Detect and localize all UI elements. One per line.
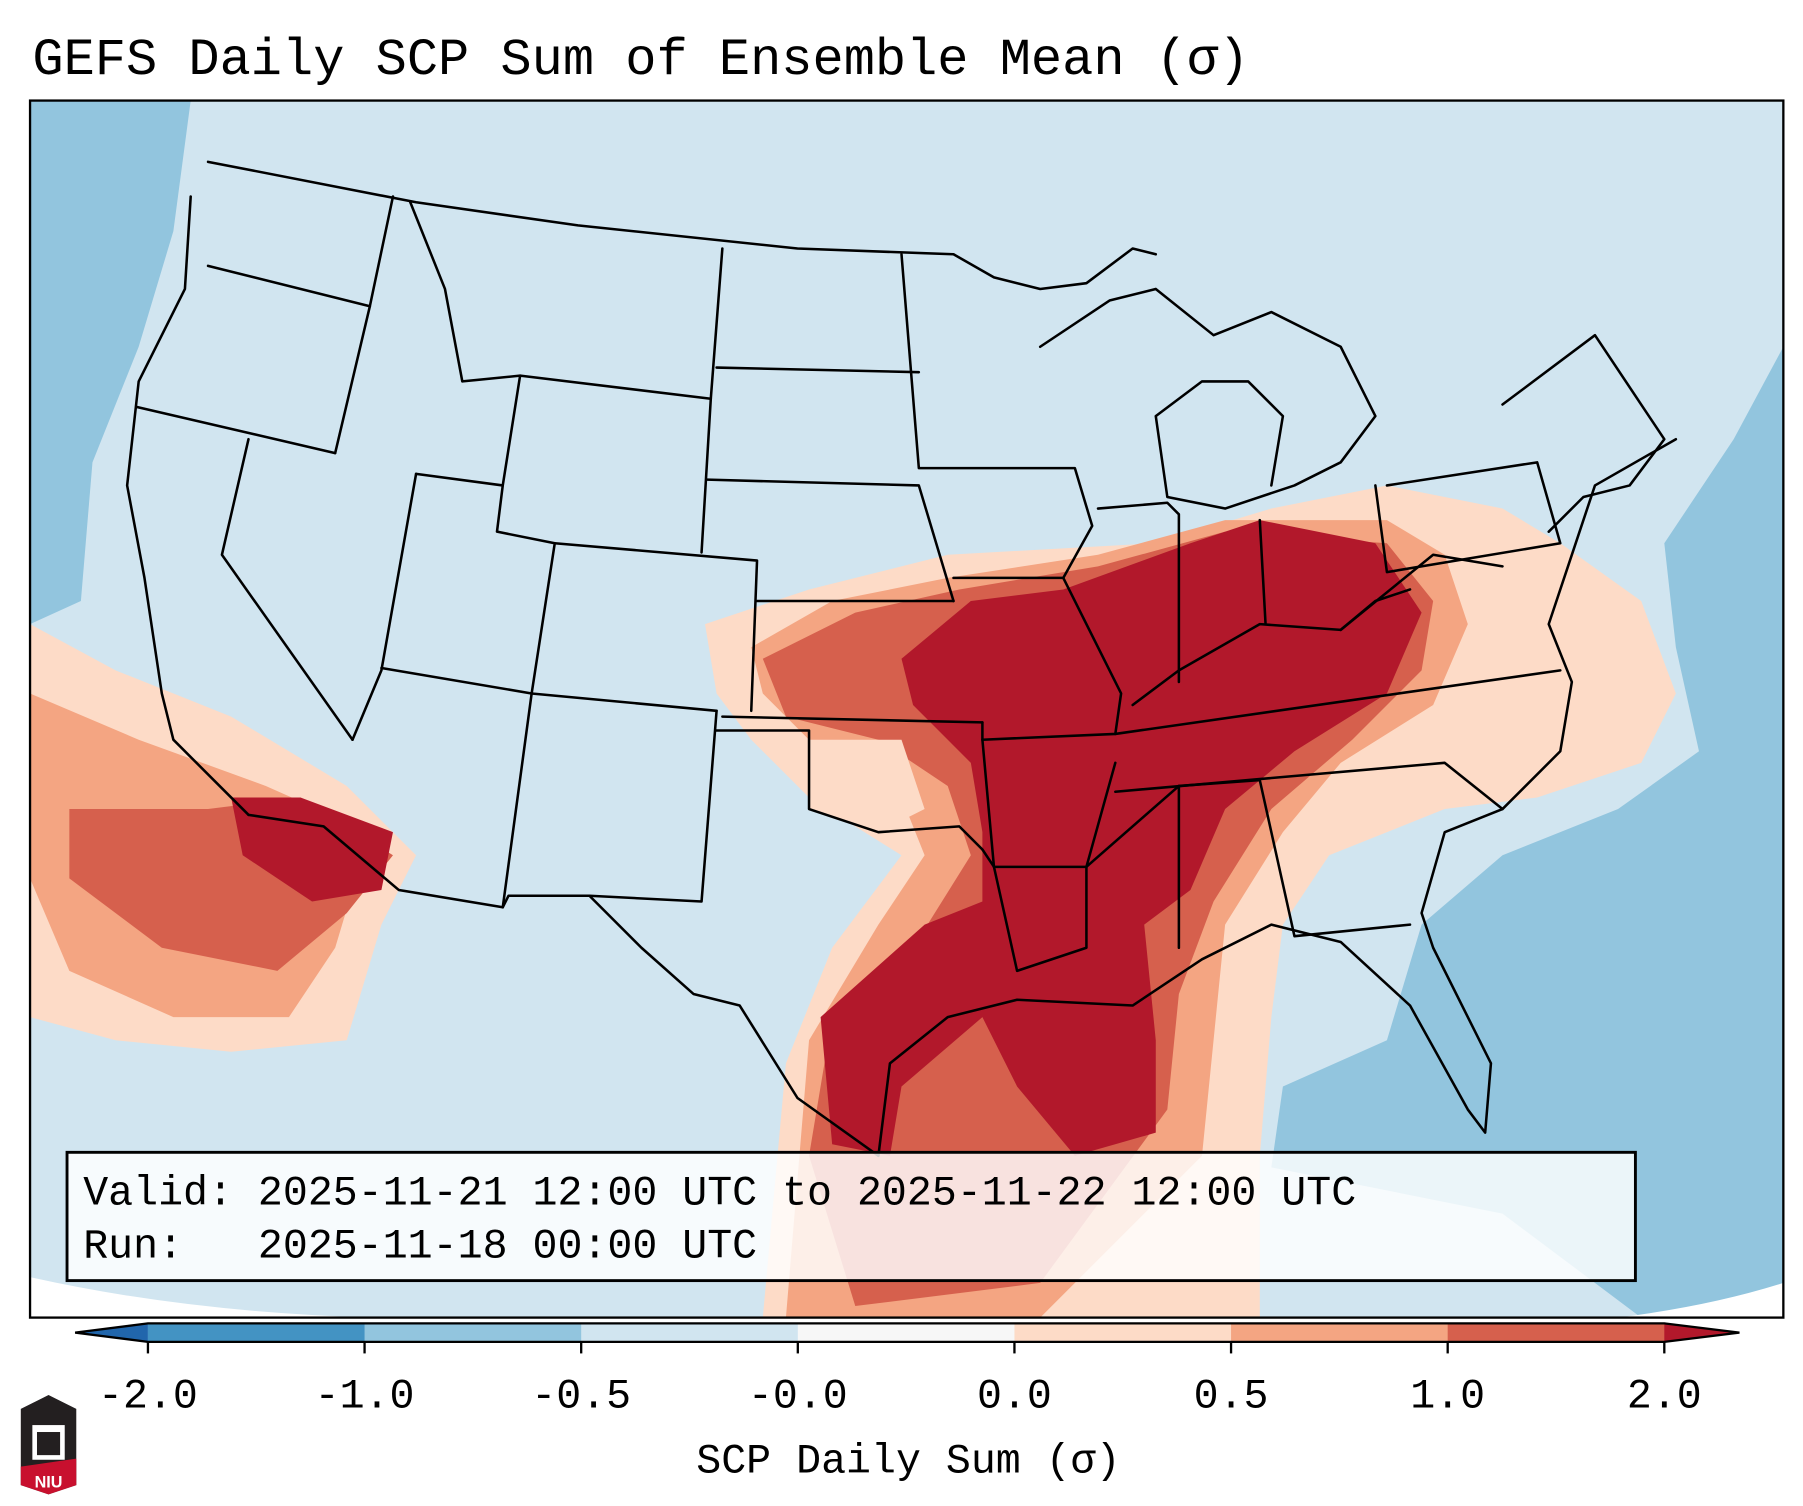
state-la <box>992 865 1088 973</box>
colorbar-bin <box>364 1323 582 1342</box>
pacific-low-region <box>30 100 191 625</box>
state-il <box>1096 501 1181 684</box>
niu-logo: NIU <box>20 1395 77 1495</box>
colorbar-bin <box>1014 1323 1232 1342</box>
colorbar-label: SCP Daily Sum (σ) <box>696 1438 1120 1485</box>
map <box>28 99 1785 1319</box>
colorbar-tick-label: -0.0 <box>748 1374 848 1421</box>
state-az-nm <box>501 692 533 909</box>
colorbar-bin <box>1231 1323 1449 1342</box>
colorbar-bin <box>147 1323 366 1342</box>
colorbar-under-extension <box>75 1323 148 1342</box>
valid-time-text: Valid: 2025-11-21 12:00 UTC to 2025-11-2… <box>83 1170 1356 1217</box>
colorbar-bin <box>797 1323 1016 1342</box>
colorbar-tick-label: -0.5 <box>531 1374 631 1421</box>
gulf-coast <box>877 437 1678 1158</box>
logo-tower-window <box>36 1432 61 1456</box>
state-nd-mt <box>709 247 724 401</box>
state-tn-south <box>1114 761 1504 811</box>
colorbar-tick-label: 0.5 <box>1194 1374 1269 1421</box>
colorbar-over-extension <box>1664 1323 1740 1342</box>
out-of-domain-sw <box>30 1277 370 1318</box>
state-in-oh <box>1258 518 1267 626</box>
state-pa <box>1374 461 1562 574</box>
state-id <box>333 195 395 455</box>
state-ar <box>981 738 1117 869</box>
state-ok-tx <box>715 729 996 869</box>
info-box-frame <box>65 1150 1637 1283</box>
state-or-ca <box>135 405 337 455</box>
run-time-text: Run: 2025-11-18 00:00 UTC <box>83 1223 757 1270</box>
colorbar-tick-label: -1.0 <box>315 1374 415 1421</box>
map-frame <box>28 99 1785 1319</box>
colorbar: -2.0 -1.0 -0.5 -0.0 0.0 0.5 1.0 2.0 <box>74 1322 1740 1421</box>
boundaries <box>125 160 1678 1158</box>
colorbar-tick-label: -2.0 <box>98 1374 198 1421</box>
state-wy <box>501 374 713 554</box>
oklahoma-low-pocket <box>809 739 925 833</box>
state-nv-ut <box>351 472 418 741</box>
atlantic-low-region <box>1271 346 1784 1318</box>
state-ohio-river <box>1131 588 1412 707</box>
sw-region-max <box>231 797 393 902</box>
colorbar-tick-label: 1.0 <box>1410 1374 1485 1421</box>
colorbar-tick-label: 2.0 <box>1627 1374 1702 1421</box>
state-wa-or <box>206 264 372 308</box>
west-coast <box>125 195 250 817</box>
state-mt <box>409 201 522 383</box>
out-of-domain-se <box>1618 1282 1784 1318</box>
state-ks-ok <box>721 715 984 724</box>
colorbar-bin <box>581 1323 799 1342</box>
state-nm-tx <box>588 709 718 903</box>
state-co <box>553 541 759 713</box>
state-ut-wy <box>414 472 557 695</box>
info-box: Valid: 2025-11-21 12:00 UTC to 2025-11-2… <box>65 1150 1637 1283</box>
colorbar-tick-label: 0.0 <box>977 1374 1052 1421</box>
logo-text: NIU <box>35 1473 63 1491</box>
new-england <box>1501 333 1666 533</box>
figure-title: GEFS Daily SCP Sum of Ensemble Mean (σ) <box>32 31 1249 90</box>
logo-red-band <box>20 1458 77 1495</box>
colorbar-bin <box>1447 1323 1665 1342</box>
great-lakes <box>1038 287 1377 510</box>
state-wv-va <box>1339 553 1504 632</box>
canada-border <box>206 160 1158 291</box>
state-nv-ca <box>220 437 354 741</box>
state-sd-ne <box>706 478 955 603</box>
state-mn <box>900 253 1094 580</box>
state-tn-ky <box>1114 669 1562 736</box>
state-nd-sd <box>715 366 921 374</box>
